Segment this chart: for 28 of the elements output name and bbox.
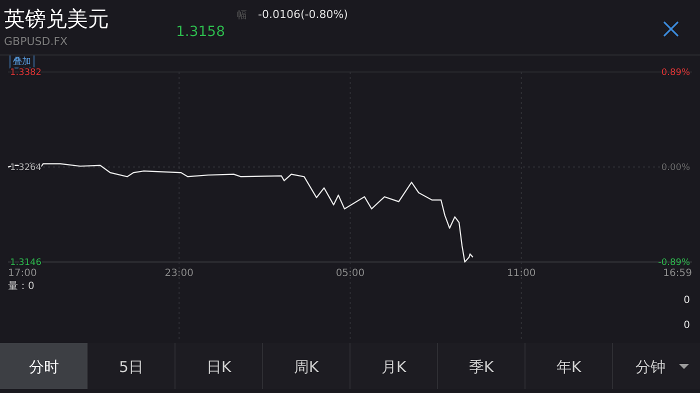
- text: 季K: [468, 358, 495, 376]
- text: 0: [684, 295, 690, 306]
- y2-tick-label: 0.00%: [661, 163, 690, 173]
- text: 量：0: [8, 281, 34, 292]
- y-tick-label: 1.3146: [10, 258, 42, 268]
- x-tick-label: 17:00: [8, 268, 37, 279]
- text: 年K: [556, 358, 582, 376]
- y2-tick-label: 0.89%: [661, 68, 690, 78]
- text: 周K: [294, 358, 320, 376]
- text: 分时: [28, 358, 59, 376]
- text: 月K: [381, 358, 408, 376]
- text: 日K: [206, 358, 232, 376]
- y-tick-label: 1.3264: [10, 163, 42, 173]
- text: 叠加: [13, 56, 31, 67]
- x-tick-label: 11:00: [506, 268, 536, 279]
- text: -0.0106(-0.80%): [258, 8, 348, 21]
- y2-tick-label: -0.89%: [658, 258, 690, 268]
- text: 分钟: [635, 358, 666, 376]
- text: 幅: [237, 9, 247, 21]
- x-tick-label: 23:00: [164, 268, 194, 279]
- text: 1.3158: [176, 24, 225, 40]
- x-tick-label: 16:59: [663, 268, 692, 279]
- text: 5日: [118, 358, 144, 376]
- x-tick-label: 05:00: [336, 268, 365, 279]
- y-tick-label: 1.3382: [10, 68, 42, 78]
- chart-title: 英镑兑美元: [4, 7, 109, 31]
- chart-subtitle: GBPUSD.FX: [4, 35, 68, 48]
- text: 0: [684, 320, 690, 331]
